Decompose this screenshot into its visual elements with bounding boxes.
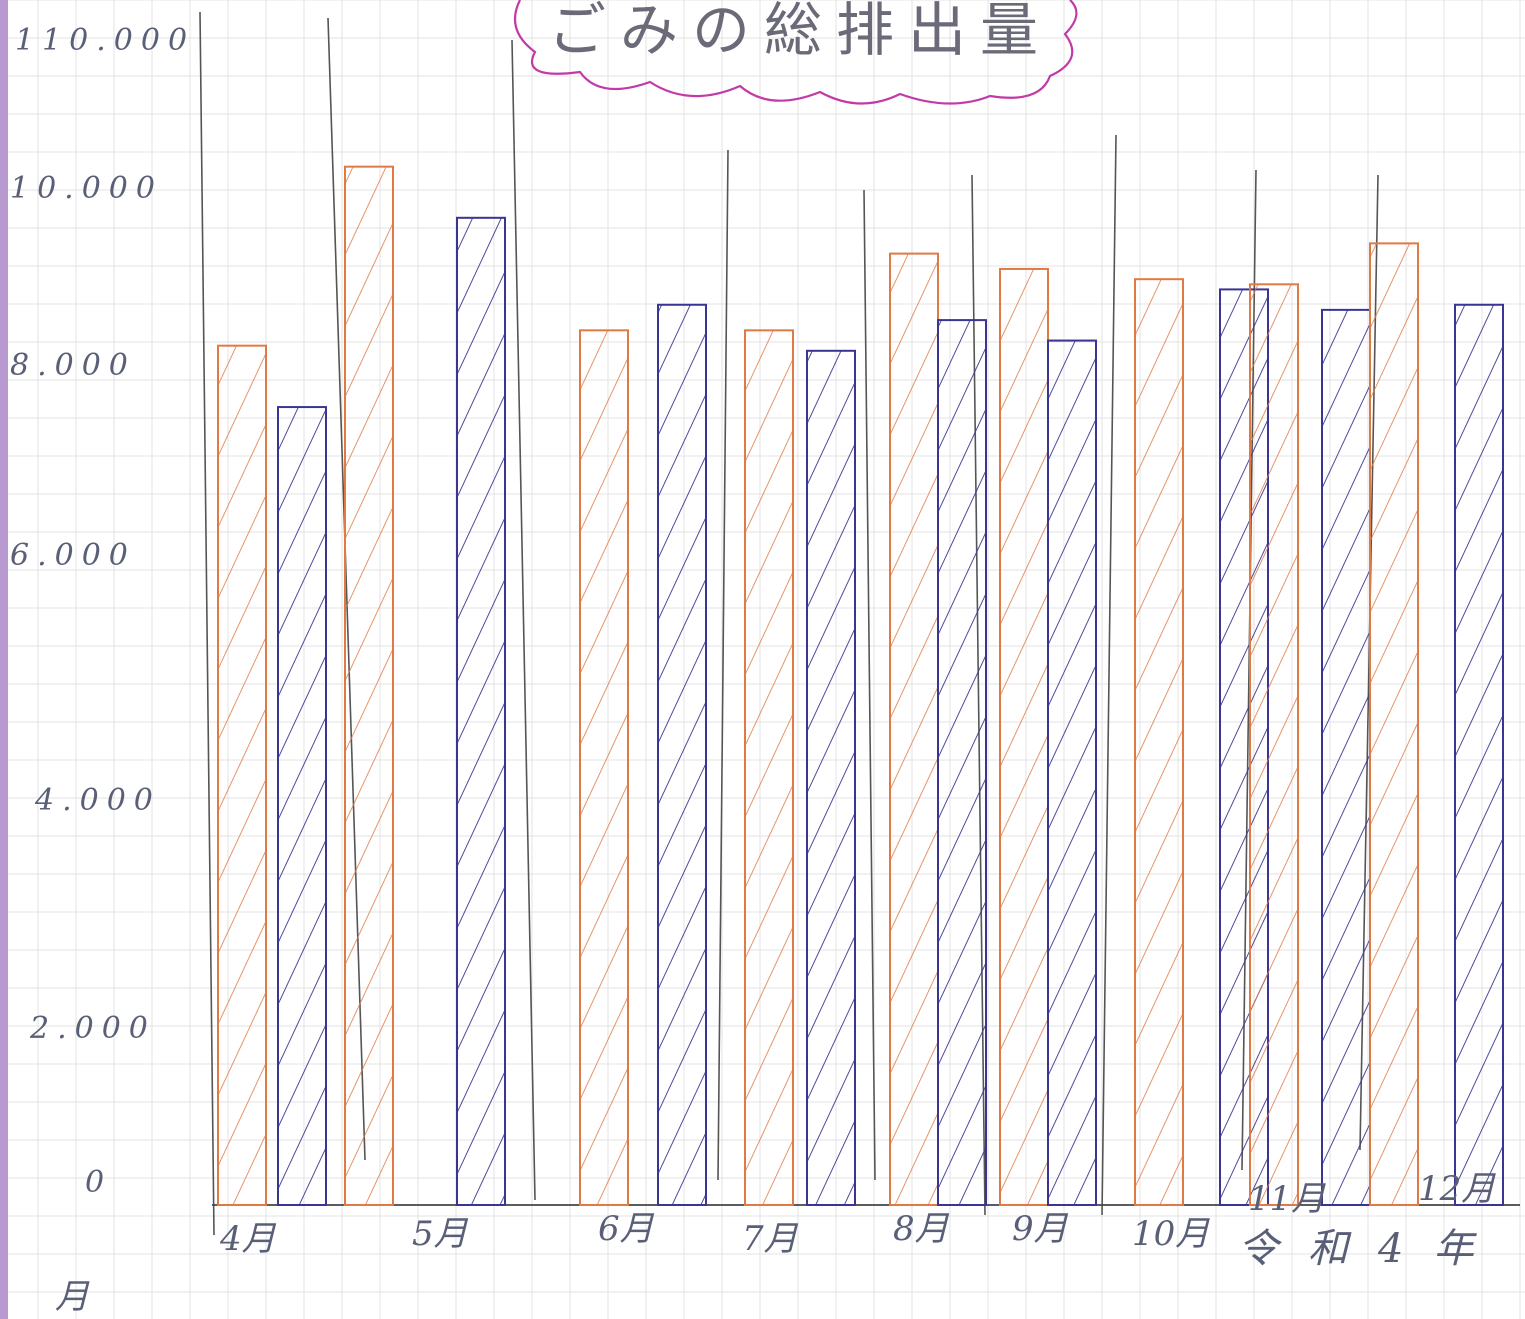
y-tick-label: 6.000 [10, 538, 136, 573]
bar-5月-s2 [456, 216, 506, 1206]
footer-label: 令和4年 [1238, 1226, 1503, 1272]
x-tick-label: 11月 [1248, 1179, 1326, 1219]
x-tick-label: 4月 [219, 1219, 277, 1259]
y-tick-label: 4.000 [34, 783, 161, 818]
bar-8月-s2 [937, 319, 987, 1207]
x-tick-label: 7月 [742, 1219, 799, 1259]
y-axis-ticks: 0 2.000 4.000 8.000 6.000 10.000 110.000 [10, 23, 195, 1200]
x-tick-label: 9月 [1012, 1209, 1069, 1249]
bar-4月-s2 [277, 406, 327, 1206]
bar-12月-s1 [1369, 242, 1419, 1206]
bar-7月-s1 [744, 329, 794, 1206]
bars [217, 165, 1504, 1207]
bar-6月-s1 [579, 329, 629, 1206]
title-cloud: ごみの総排出量 [513, 0, 1078, 105]
y-tick-label: 8.000 [10, 348, 136, 383]
bar-11月-s1 [1249, 283, 1299, 1206]
bar-10月-s1 [1134, 278, 1184, 1206]
chart-title: ごみの総排出量 [548, 0, 1052, 64]
y-tick-label: 0 [85, 1165, 112, 1200]
bar-11月-s2 [1321, 308, 1371, 1206]
x-tick-label: 5月 [412, 1214, 469, 1254]
x-tick-label: 10月 [1132, 1214, 1210, 1254]
page-margin-strip [0, 0, 8, 1319]
x-tick-label: 12月 [1418, 1169, 1496, 1209]
unit-label: 月 [55, 1277, 90, 1317]
bar-9月-s1 [999, 267, 1049, 1206]
bar-6月-s2 [657, 303, 707, 1206]
y-tick-label: 2.000 [29, 1011, 156, 1046]
x-tick-label: 6月 [598, 1209, 655, 1249]
y-tick-label: 110.000 [15, 23, 195, 58]
bar-9月-s2 [1047, 339, 1097, 1206]
y-tick-label: 10.000 [10, 171, 163, 206]
bar-7月-s2 [806, 349, 856, 1207]
bar-12月-s2 [1454, 303, 1504, 1206]
x-tick-label: 8月 [893, 1209, 950, 1249]
bar-4月-s1 [217, 344, 267, 1206]
x-axis-labels: 4月 5月 6月 7月 8月 9月 10月 11月 12月 [219, 1169, 1496, 1259]
bar-8月-s1 [889, 252, 939, 1207]
bar-5月-s1 [344, 165, 394, 1206]
